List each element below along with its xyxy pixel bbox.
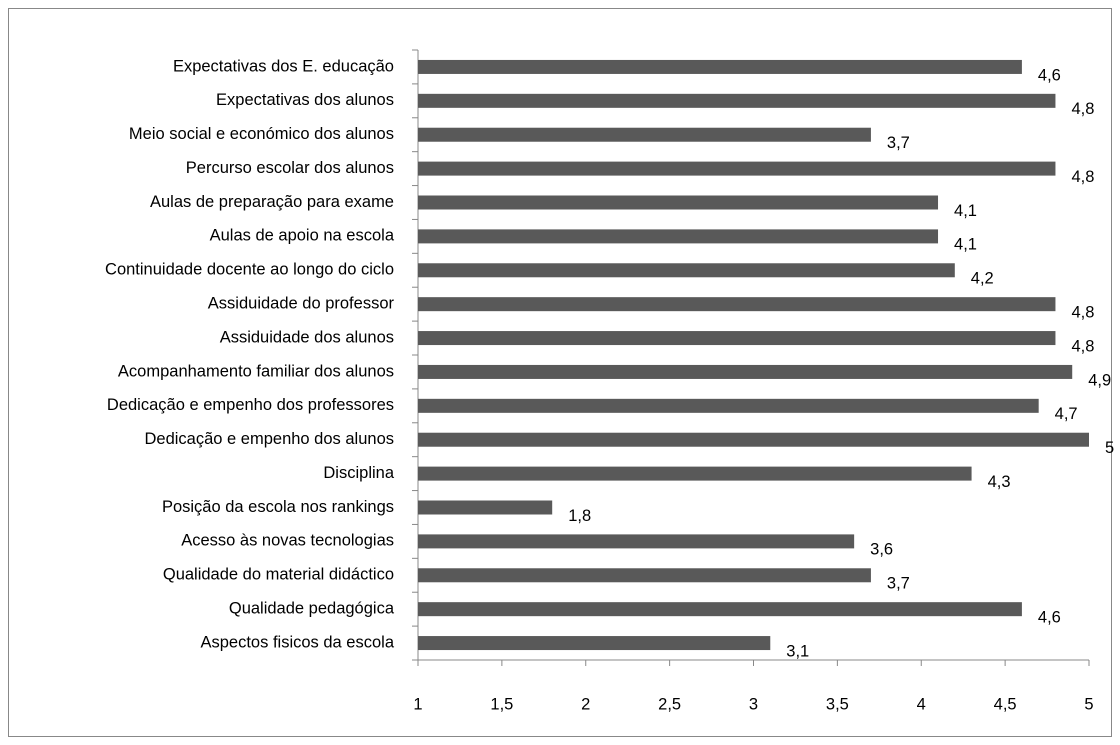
value-label: 4,8 bbox=[1071, 100, 1094, 118]
x-tick-label: 5 bbox=[1084, 695, 1093, 713]
value-label: 4,1 bbox=[954, 236, 977, 254]
value-label: 4,8 bbox=[1071, 168, 1094, 186]
value-label: 4,8 bbox=[1071, 304, 1094, 322]
y-tick-label: Qualidade pedagógica bbox=[229, 600, 395, 618]
value-label: 4,6 bbox=[1038, 609, 1061, 627]
bar bbox=[418, 331, 1056, 346]
x-tick-label: 2 bbox=[581, 695, 590, 713]
y-tick-label: Aulas de apoio na escola bbox=[210, 227, 395, 245]
value-label: 4,8 bbox=[1071, 337, 1094, 355]
y-tick-label: Percurso escolar dos alunos bbox=[186, 159, 394, 177]
bar bbox=[418, 93, 1056, 108]
bar bbox=[418, 602, 1022, 617]
bar bbox=[418, 534, 855, 549]
bar bbox=[418, 297, 1056, 312]
bar bbox=[418, 500, 553, 515]
x-tick-label: 4,5 bbox=[994, 695, 1017, 713]
value-label: 4,6 bbox=[1038, 66, 1061, 84]
x-tick-label: 2,5 bbox=[658, 695, 681, 713]
y-tick-label: Continuidade docente ao longo do ciclo bbox=[105, 261, 394, 279]
value-label: 3,7 bbox=[887, 575, 910, 593]
x-tick-label: 3 bbox=[749, 695, 758, 713]
bar bbox=[418, 263, 955, 278]
y-tick-label: Assiduidade dos alunos bbox=[220, 328, 394, 346]
y-tick-label: Acompanhamento familiar dos alunos bbox=[118, 362, 394, 380]
value-label: 4,1 bbox=[954, 202, 977, 220]
y-tick-label: Qualidade do material didáctico bbox=[163, 566, 394, 584]
bar bbox=[418, 364, 1073, 379]
bar bbox=[418, 568, 871, 583]
value-label: 3,7 bbox=[887, 134, 910, 152]
bar bbox=[418, 229, 939, 244]
x-tick-label: 4 bbox=[917, 695, 926, 713]
y-tick-label: Posição da escola nos rankings bbox=[162, 498, 394, 516]
x-tick-label: 3,5 bbox=[826, 695, 849, 713]
value-label: 4,3 bbox=[988, 473, 1011, 491]
y-tick-label: Disciplina bbox=[323, 464, 394, 482]
y-tick-label: Acesso às novas tecnologias bbox=[181, 532, 394, 550]
y-tick-label: Expectativas dos E. educação bbox=[173, 57, 394, 75]
value-label: 3,1 bbox=[786, 642, 809, 660]
value-label: 4,7 bbox=[1055, 405, 1078, 423]
x-tick-label: 1 bbox=[413, 695, 422, 713]
y-tick-label: Expectativas dos alunos bbox=[216, 91, 394, 109]
value-label: 5 bbox=[1105, 439, 1114, 457]
bar bbox=[418, 432, 1089, 447]
x-tick-label: 1,5 bbox=[490, 695, 513, 713]
bar bbox=[418, 398, 1039, 413]
value-label: 4,2 bbox=[971, 270, 994, 288]
y-tick-label: Aspectos fisicos da escola bbox=[200, 633, 394, 651]
value-label: 4,9 bbox=[1088, 371, 1111, 389]
bar bbox=[418, 59, 1022, 74]
y-tick-label: Assiduidade do professor bbox=[208, 295, 395, 313]
bar bbox=[418, 195, 939, 210]
y-tick-label: Meio social e económico dos alunos bbox=[129, 125, 394, 143]
bar bbox=[418, 466, 972, 481]
bar bbox=[418, 127, 871, 142]
y-tick-label: Aulas de preparação para exame bbox=[150, 193, 394, 211]
bar bbox=[418, 161, 1056, 176]
value-label: 1,8 bbox=[568, 507, 591, 525]
bar bbox=[418, 636, 771, 651]
value-label: 3,6 bbox=[870, 541, 893, 559]
chart-border bbox=[8, 8, 1112, 737]
y-tick-label: Dedicação e empenho dos professores bbox=[107, 396, 394, 414]
y-tick-label: Dedicação e empenho dos alunos bbox=[144, 430, 394, 448]
